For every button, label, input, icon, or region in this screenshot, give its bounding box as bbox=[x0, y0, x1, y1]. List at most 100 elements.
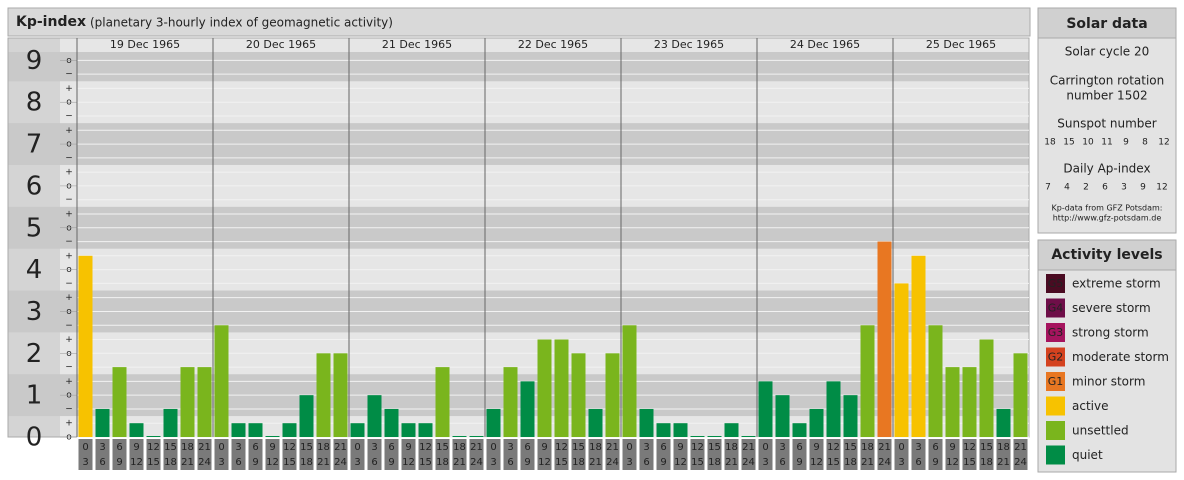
hour-box bbox=[775, 439, 790, 470]
hour-label: 12 bbox=[402, 457, 415, 468]
hour-label: 12 bbox=[810, 457, 823, 468]
hour-label: 21 bbox=[589, 457, 602, 468]
hour-label: 15 bbox=[419, 457, 432, 468]
minor-tick-label: + bbox=[65, 84, 73, 94]
hour-label: 6 bbox=[507, 457, 513, 468]
sunspot-value: 12 bbox=[1158, 138, 1169, 148]
carrington: Carrington rotation bbox=[1050, 74, 1164, 88]
hour-label: 18 bbox=[164, 457, 177, 468]
minor-tick-label: − bbox=[65, 112, 73, 122]
legend-label: minor storm bbox=[1072, 375, 1145, 389]
hour-label: 6 bbox=[660, 442, 666, 453]
y-tick-label: 9 bbox=[26, 46, 43, 76]
kp-bar bbox=[418, 423, 433, 437]
y-tick-label: 3 bbox=[26, 297, 43, 327]
hour-label: 3 bbox=[354, 457, 360, 468]
hour-label: 6 bbox=[235, 457, 241, 468]
panel-title: Solar data bbox=[1066, 16, 1147, 32]
hour-label: 12 bbox=[266, 457, 279, 468]
kp-bar bbox=[367, 395, 382, 437]
hour-label: 21 bbox=[453, 457, 466, 468]
kp-bar bbox=[741, 436, 756, 437]
hour-box bbox=[401, 439, 416, 470]
hour-label: 15 bbox=[691, 457, 704, 468]
hour-box bbox=[996, 439, 1011, 470]
hour-box bbox=[877, 439, 892, 470]
hour-box bbox=[520, 439, 535, 470]
kp-bar bbox=[112, 367, 127, 437]
hour-label: 24 bbox=[606, 457, 619, 468]
hour-box bbox=[248, 439, 263, 470]
legend-code: G4 bbox=[1048, 302, 1064, 315]
solar-header bbox=[1037, 7, 1177, 39]
kp-bar bbox=[469, 436, 484, 437]
hour-label: 24 bbox=[742, 457, 755, 468]
legend-label: unsettled bbox=[1072, 424, 1129, 438]
hour-box bbox=[809, 439, 824, 470]
date-label: 19 Dec 1965 bbox=[110, 38, 180, 51]
hour-box bbox=[707, 439, 722, 470]
minor-tick-label: + bbox=[65, 335, 73, 345]
solar-panel bbox=[1037, 7, 1177, 234]
hour-box bbox=[231, 439, 246, 470]
hour-label: 15 bbox=[283, 457, 296, 468]
hour-label: 15 bbox=[963, 457, 976, 468]
kp-bar bbox=[911, 255, 926, 437]
y-tick-label: 0 bbox=[26, 423, 43, 453]
hour-label: 6 bbox=[252, 442, 258, 453]
hour-label: 3 bbox=[371, 442, 377, 453]
kp-bar bbox=[996, 408, 1011, 437]
ap-value: 7 bbox=[1045, 183, 1051, 193]
hour-label: 12 bbox=[827, 442, 840, 453]
y-tick-label: 1 bbox=[26, 381, 43, 411]
hour-label: 0 bbox=[82, 442, 88, 453]
kp-bar bbox=[163, 408, 178, 437]
sunspot-value: 11 bbox=[1101, 138, 1112, 148]
hour-label: 21 bbox=[725, 457, 738, 468]
hour-box bbox=[928, 439, 943, 470]
hour-label: 9 bbox=[677, 442, 683, 453]
kp-bar bbox=[792, 423, 807, 437]
kp-bar bbox=[282, 423, 297, 437]
minor-tick-label: − bbox=[65, 153, 73, 163]
minor-tick-label: o bbox=[66, 56, 72, 66]
minor-tick-label: o bbox=[66, 98, 72, 108]
hour-box bbox=[979, 439, 994, 470]
hour-label: 9 bbox=[252, 457, 258, 468]
ap-value: 2 bbox=[1083, 183, 1089, 193]
hour-box bbox=[112, 439, 127, 470]
hour-label: 18 bbox=[708, 457, 721, 468]
hour-box bbox=[384, 439, 399, 470]
minor-tick-label: o bbox=[66, 307, 72, 317]
minor-tick-label: + bbox=[65, 377, 73, 387]
kp-bar bbox=[78, 255, 93, 437]
y-tick-label: 6 bbox=[26, 171, 43, 201]
legend-label: strong storm bbox=[1072, 326, 1149, 340]
date-label: 21 Dec 1965 bbox=[382, 38, 452, 51]
hour-box bbox=[214, 439, 229, 470]
minor-tick-label: + bbox=[65, 209, 73, 219]
hour-label: 21 bbox=[861, 457, 874, 468]
hour-label: 18 bbox=[997, 442, 1010, 453]
sunspot-value: 9 bbox=[1123, 138, 1129, 148]
hour-box bbox=[350, 439, 365, 470]
y-tick-label: 5 bbox=[26, 213, 43, 243]
hour-label: 9 bbox=[133, 442, 139, 453]
minor-tick-label: − bbox=[65, 321, 73, 331]
kp-bar bbox=[877, 241, 892, 437]
y-tick-label: 7 bbox=[26, 130, 43, 160]
legend-swatch bbox=[1046, 274, 1065, 293]
hour-label: 3 bbox=[898, 457, 904, 468]
hour-box bbox=[163, 439, 178, 470]
hour-label: 9 bbox=[949, 442, 955, 453]
hour-box bbox=[1013, 439, 1028, 470]
hour-label: 12 bbox=[963, 442, 976, 453]
hour-label: 6 bbox=[99, 457, 105, 468]
hour-label: 15 bbox=[844, 442, 857, 453]
kp-bar bbox=[316, 353, 331, 437]
minor-tick-label: + bbox=[65, 293, 73, 303]
hour-label: 9 bbox=[796, 457, 802, 468]
kp-bar bbox=[537, 339, 552, 437]
hour-label: 12 bbox=[419, 442, 432, 453]
hour-label: 15 bbox=[147, 457, 160, 468]
